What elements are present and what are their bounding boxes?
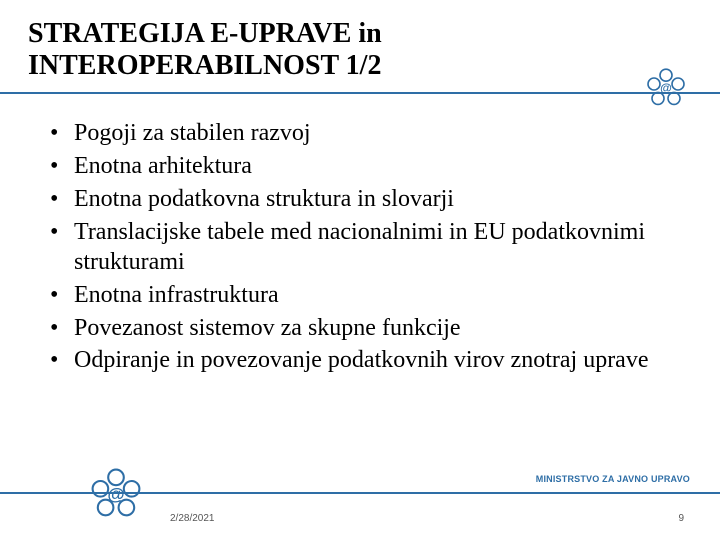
at-flower-icon: @: [90, 468, 142, 520]
footer-date: 2/28/2021: [170, 513, 215, 524]
bullet-list: Pogoji za stabilen razvoj Enotna arhitek…: [46, 118, 692, 376]
list-item: Enotna podatkovna struktura in slovarji: [46, 184, 692, 215]
title-line-2: INTEROPERABILNOST 1/2: [28, 50, 381, 81]
at-flower-icon: @: [646, 68, 686, 108]
list-item: Translacijske tabele med nacionalnimi in…: [46, 217, 692, 278]
slide-title: STRATEGIJA E-UPRAVE in INTEROPERABILNOST…: [28, 18, 692, 82]
content-area: Pogoji za stabilen razvoj Enotna arhitek…: [28, 118, 692, 376]
slide: STRATEGIJA E-UPRAVE in INTEROPERABILNOST…: [0, 0, 720, 540]
svg-text:@: @: [660, 81, 672, 95]
title-line-1: STRATEGIJA E-UPRAVE in: [28, 18, 382, 49]
list-item: Pogoji za stabilen razvoj: [46, 118, 692, 149]
list-item: Enotna infrastruktura: [46, 280, 692, 311]
list-item: Enotna arhitektura: [46, 151, 692, 182]
ministry-label: MINISTRSTVO ZA JAVNO UPRAVO: [536, 474, 690, 484]
list-item: Odpiranje in povezovanje podatkovnih vir…: [46, 345, 692, 376]
page-number: 9: [678, 513, 684, 524]
list-item: Povezanost sistemov za skupne funkcije: [46, 313, 692, 344]
svg-text:@: @: [107, 484, 124, 504]
title-divider: [0, 92, 720, 94]
